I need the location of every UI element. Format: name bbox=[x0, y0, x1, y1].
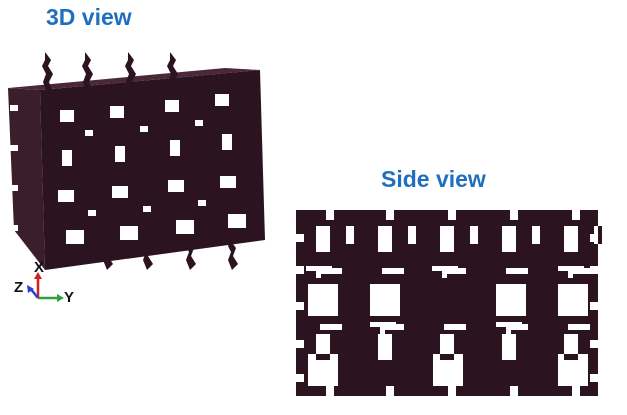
axis-label-z: Z bbox=[14, 279, 23, 296]
axis-triad: X Z Y bbox=[12, 258, 82, 310]
axis-label-y: Y bbox=[64, 289, 74, 306]
lattice-side-face bbox=[8, 88, 45, 270]
view-3d-title: 3D view bbox=[46, 4, 132, 31]
view-side-title: Side view bbox=[381, 166, 486, 193]
axis-label-x: X bbox=[34, 259, 44, 276]
side-lattice-body bbox=[296, 210, 602, 396]
lattice-3d-view bbox=[0, 30, 285, 280]
lattice-side-view bbox=[286, 204, 606, 400]
